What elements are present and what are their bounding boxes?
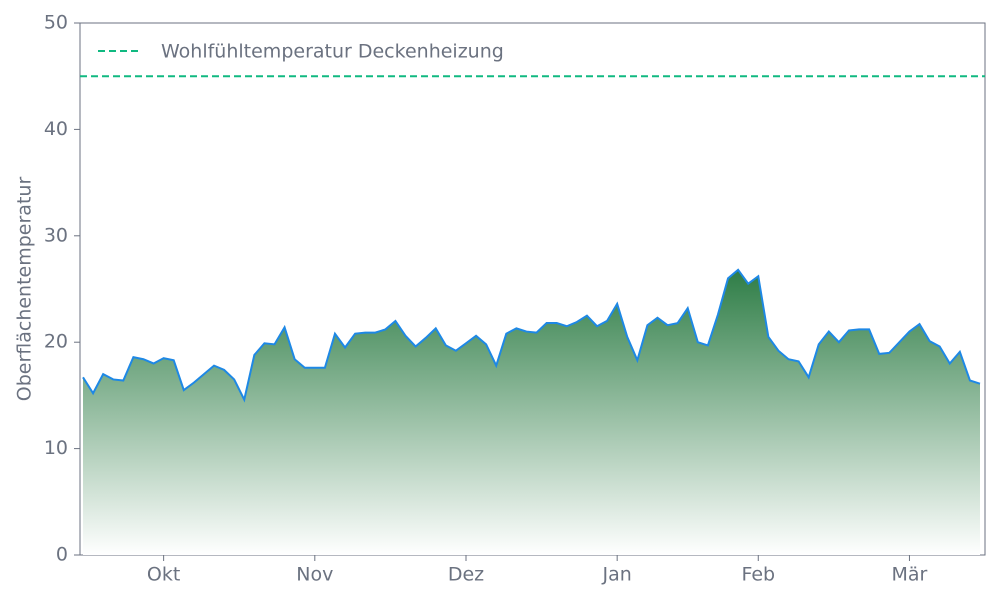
y-tick-label: 30	[44, 224, 68, 246]
area-line	[82, 268, 981, 403]
y-axis-label: Oberflächentemperatur	[14, 177, 36, 402]
x-tick-label: Jan	[602, 564, 632, 586]
y-tick-label: 10	[44, 437, 68, 459]
x-tick-label: Dez	[448, 564, 484, 586]
area-fill	[83, 269, 980, 555]
x-tick-label: Nov	[296, 564, 333, 586]
y-tick-label: 20	[44, 331, 68, 353]
y-tick-label: 50	[44, 12, 68, 34]
x-tick-label: Mär	[892, 564, 928, 586]
x-tick-label: Okt	[147, 564, 180, 586]
y-tick-label: 0	[56, 544, 68, 566]
y-tick-label: 40	[44, 118, 68, 140]
x-tick-label: Feb	[741, 564, 775, 586]
legend-label: Wohlfühltemperatur Deckenheizung	[161, 41, 504, 63]
